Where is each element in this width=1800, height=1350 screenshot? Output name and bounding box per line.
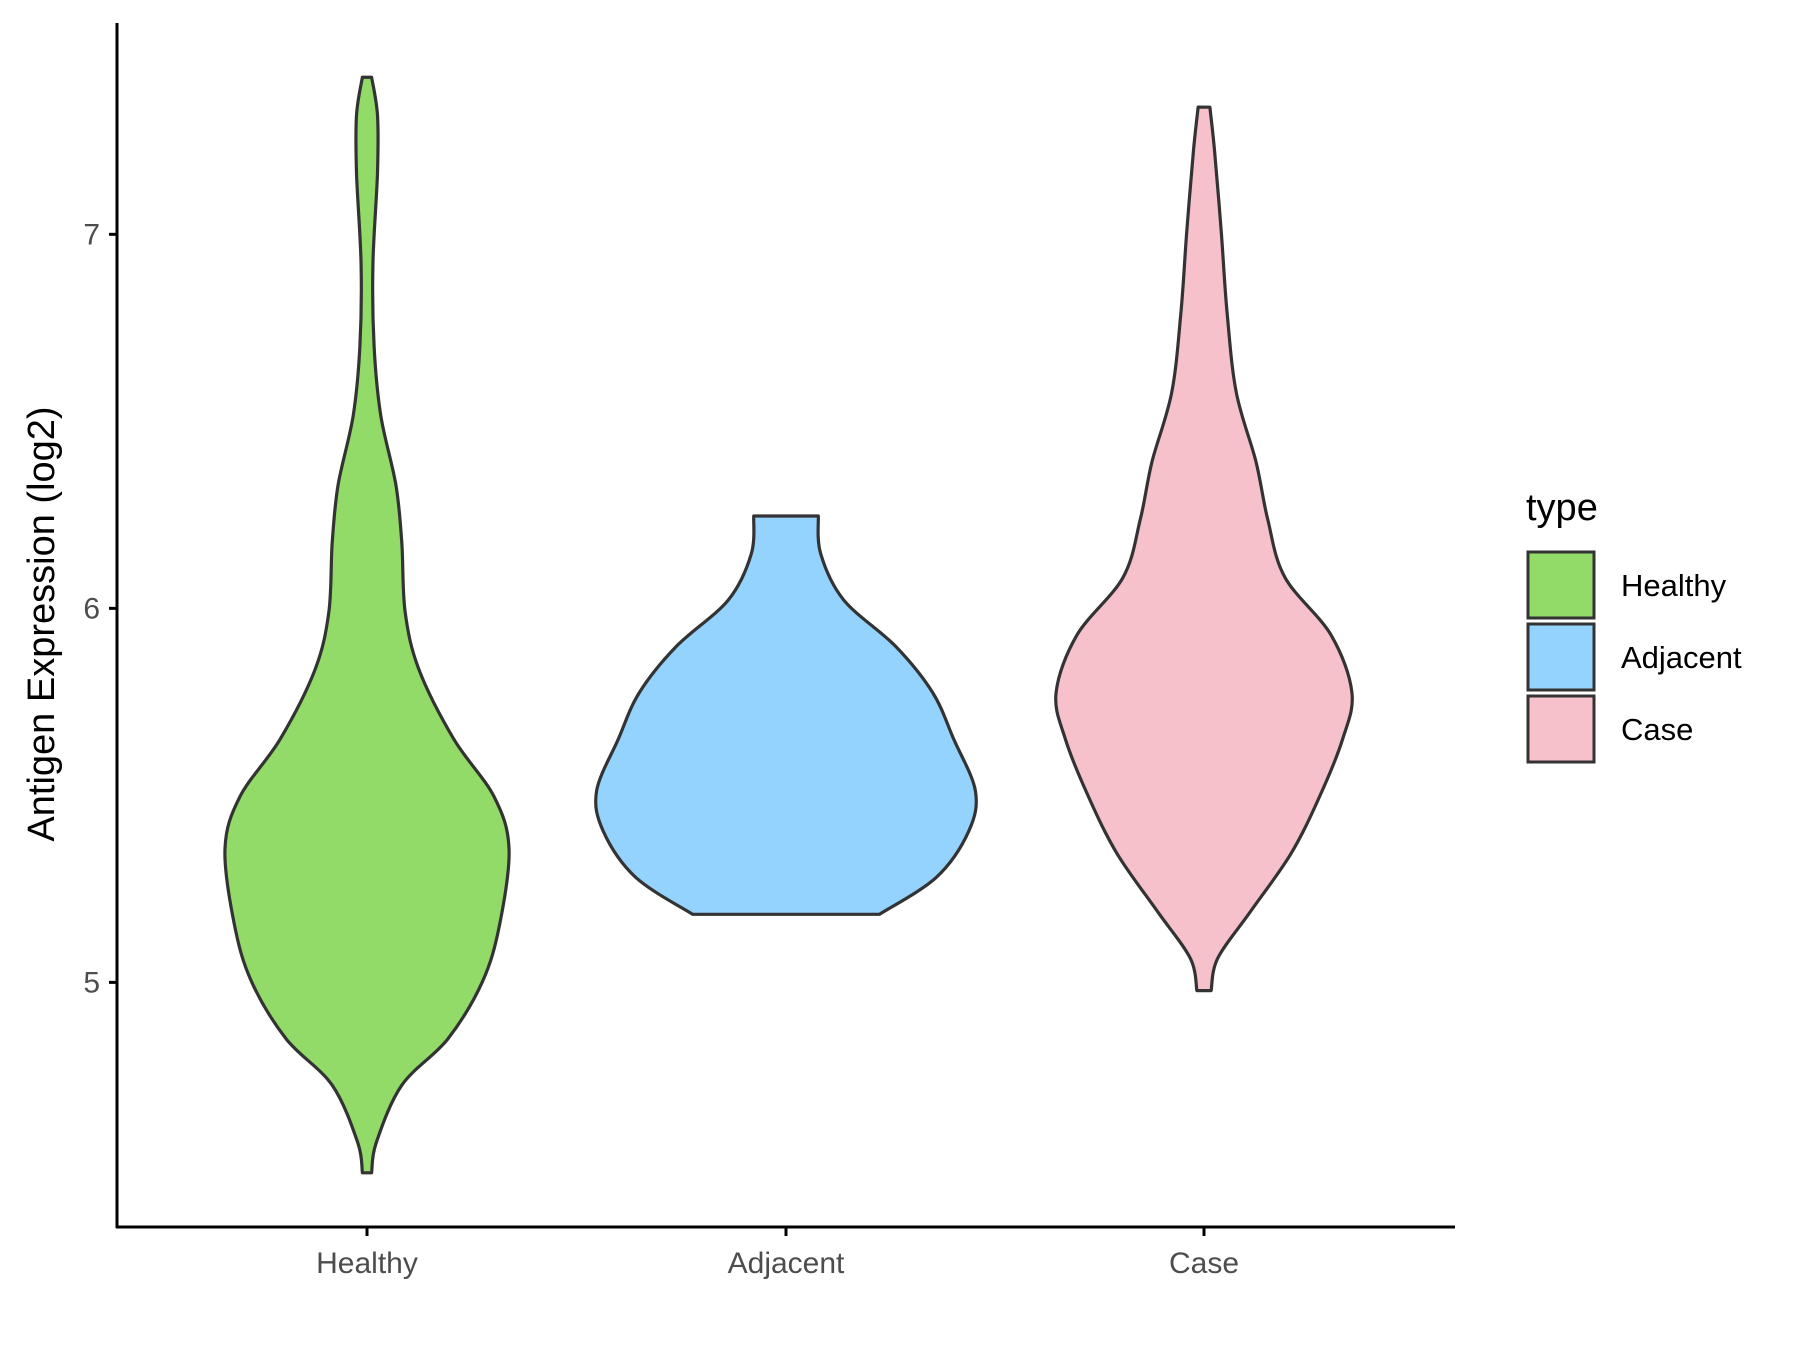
violin-healthy <box>223 75 511 1175</box>
x-ticks: Healthy Adjacent Case <box>316 1227 1239 1280</box>
violin-case <box>1054 105 1354 993</box>
legend-label-healthy: Healthy <box>1621 568 1727 603</box>
violins <box>223 75 1354 1175</box>
y-tick-label: 6 <box>83 592 100 625</box>
legend-label-adjacent: Adjacent <box>1621 640 1742 675</box>
y-axis-title: Antigen Expression (log2) <box>21 406 63 841</box>
y-tick-label: 7 <box>83 218 100 251</box>
legend-key-healthy <box>1526 550 1596 620</box>
x-tick-label-case: Case <box>1169 1247 1239 1280</box>
legend-key-case <box>1526 694 1596 764</box>
legend-title: type <box>1526 487 1598 529</box>
x-tick-label-healthy: Healthy <box>316 1247 418 1280</box>
x-tick-label-adjacent: Adjacent <box>728 1247 845 1280</box>
legend: type Healthy Adjacent Case <box>1526 487 1742 764</box>
y-ticks: 5 6 7 <box>83 218 117 999</box>
legend-label-case: Case <box>1621 712 1693 747</box>
y-tick-label: 5 <box>83 966 100 999</box>
violin-adjacent <box>594 514 978 916</box>
legend-key-adjacent <box>1526 622 1596 692</box>
